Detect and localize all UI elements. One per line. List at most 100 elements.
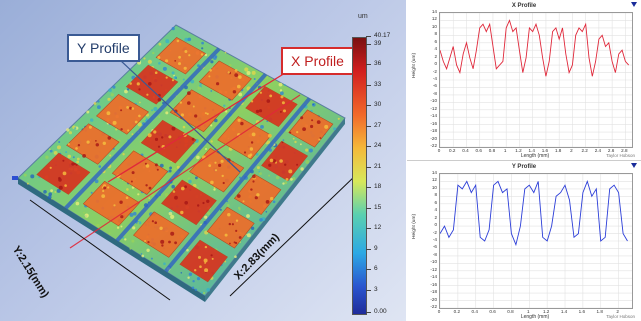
y-profile-ylabel: Height (um) [412,213,417,239]
surface-pad-texture [206,199,210,203]
colorbar-label: 12 [374,224,382,232]
y-profile-callout: Y Profile [67,34,140,62]
x-profile-ytick-label: -20 [430,135,437,141]
surface-pad-texture [250,188,253,191]
surface-pad-texture [161,136,164,139]
surface-texture [143,117,146,121]
surface-pad-texture [107,136,112,140]
colorbar-gradient [352,37,367,315]
colorbar-label: 36 [374,60,382,68]
surface-pad-texture [192,105,195,108]
surface-texture [74,127,77,130]
y-profile-ytick-label: -16 [430,281,437,287]
surface-texture [285,128,290,133]
x-profile-xtick-label: 0 [437,148,441,153]
surface-texture [65,151,68,154]
y-profile-ytick-label: -18 [430,289,437,295]
surface-pad-texture [125,196,129,199]
x-dimension-line [229,174,357,297]
surface-pad-texture [197,204,200,207]
surface-texture [86,110,90,114]
surface-view: Y Profile X Profile Y:2.15(mm) X:2.83(mm… [0,0,406,321]
surface-pad-texture [168,240,171,244]
surface-texture [132,226,136,230]
colorbar-label: 6 [374,265,378,273]
surface-pad [155,37,206,75]
surface-pad-texture [154,221,157,224]
surface-pad-texture [279,110,282,113]
surface-pad-texture [300,116,304,120]
surface-pad-texture [324,124,329,129]
surface-pad-texture [161,244,164,247]
surface-pad-texture [234,69,238,72]
surface-pad-texture [170,231,175,236]
surface-pad-texture [106,111,111,116]
surface-pad-texture [103,186,107,190]
surface-texture [190,79,195,84]
surface-texture [238,208,241,211]
colorbar-label: 27 [374,121,382,129]
surface-texture [131,186,135,189]
surface-pad-texture [86,140,90,144]
surface-texture [187,276,190,279]
surface-texture [158,62,161,65]
surface-pad-texture [281,141,284,144]
surface-pad-texture [211,257,214,260]
surface-texture [68,131,72,135]
surface-pad-texture [269,158,274,163]
y-profile-ytick-label: 10 [431,184,437,190]
surface-pad-texture [77,144,81,147]
surface-texture [191,286,195,290]
surface-texture [168,165,171,167]
colorbar-tick [366,207,371,209]
surface-pad-texture [154,71,158,74]
colorbar-label: 33 [374,80,382,88]
surface-texture [260,125,264,129]
surface-pad-texture [242,200,245,203]
y-profile-ytick-label: -10 [430,259,437,265]
surface-texture [171,27,175,31]
surface-pad-texture [316,120,321,124]
surface-pad-texture [252,174,256,179]
surface-texture [129,212,134,217]
surface-texture [97,105,101,109]
surface-texture [173,76,177,79]
surface-texture [143,57,146,60]
x-profile-xtick-label: 0.4 [462,148,469,153]
surface-texture [165,111,169,115]
surface-texture [213,56,217,60]
surface-pad-texture [157,145,161,148]
colorbar-unit: um [358,13,368,20]
surface-texture [94,179,99,184]
surface-texture [187,37,192,42]
surface-pad-texture [184,50,188,53]
surface-pad [245,86,298,127]
surface-texture [210,60,214,64]
surface-pad-texture [102,189,105,193]
colorbar-tick [366,125,371,127]
y-profile-plot-svg [439,173,632,309]
surface-pad-texture [129,82,132,85]
surface-texture [200,223,203,226]
surface-pad-texture [58,185,63,190]
surface-texture [170,214,175,219]
surface-pad-texture [229,242,231,245]
surface-pad-texture [206,112,209,115]
surface-pad-texture [209,69,212,72]
surface-texture [290,178,293,181]
surface-texture [234,255,237,258]
surface-texture [165,39,170,44]
surface-groove [164,97,312,273]
surface-texture [122,153,125,156]
x-profile-xtick-label: 0.6 [475,148,482,153]
surface-pad-texture [82,154,86,158]
surface-texture [282,182,285,185]
y-profile-note: Taylor Hobson [606,314,635,319]
x-profile-xtick-label: 2 [570,148,573,153]
y-profile-ytick-label: -8 [432,251,437,257]
surface-pad-texture [180,210,184,215]
surface-pad-texture [119,200,123,204]
surface-pad-texture [71,162,75,166]
surface-pad-texture [266,99,271,103]
surface-texture [90,118,94,122]
